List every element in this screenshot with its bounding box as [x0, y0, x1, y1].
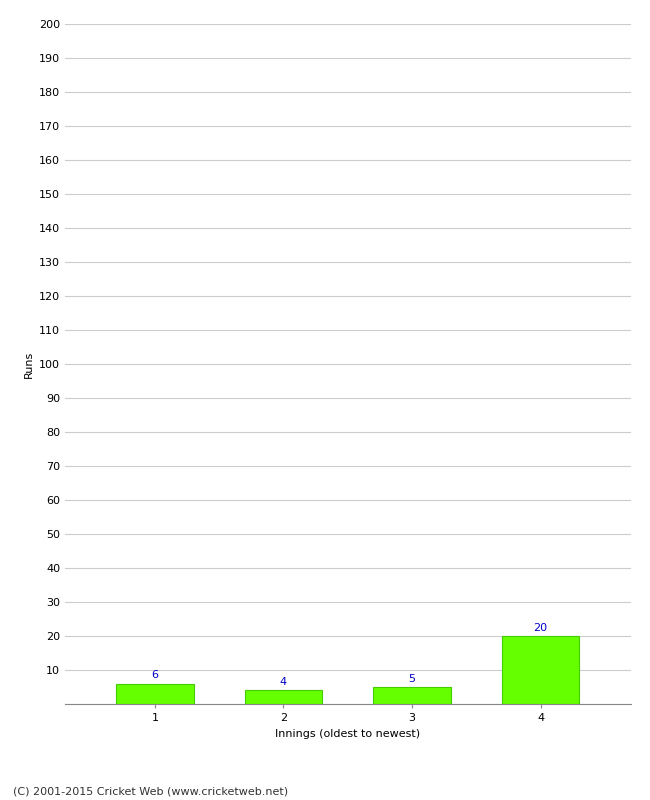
Text: (C) 2001-2015 Cricket Web (www.cricketweb.net): (C) 2001-2015 Cricket Web (www.cricketwe…	[13, 786, 288, 796]
Bar	[116, 683, 194, 704]
Text: 4: 4	[280, 677, 287, 687]
Y-axis label: Runs: Runs	[23, 350, 33, 378]
Text: 6: 6	[151, 670, 159, 680]
Bar	[374, 687, 450, 704]
X-axis label: Innings (oldest to newest): Innings (oldest to newest)	[275, 729, 421, 738]
Bar	[502, 636, 579, 704]
Text: 20: 20	[534, 622, 547, 633]
Text: 5: 5	[408, 674, 415, 683]
Bar	[245, 690, 322, 704]
